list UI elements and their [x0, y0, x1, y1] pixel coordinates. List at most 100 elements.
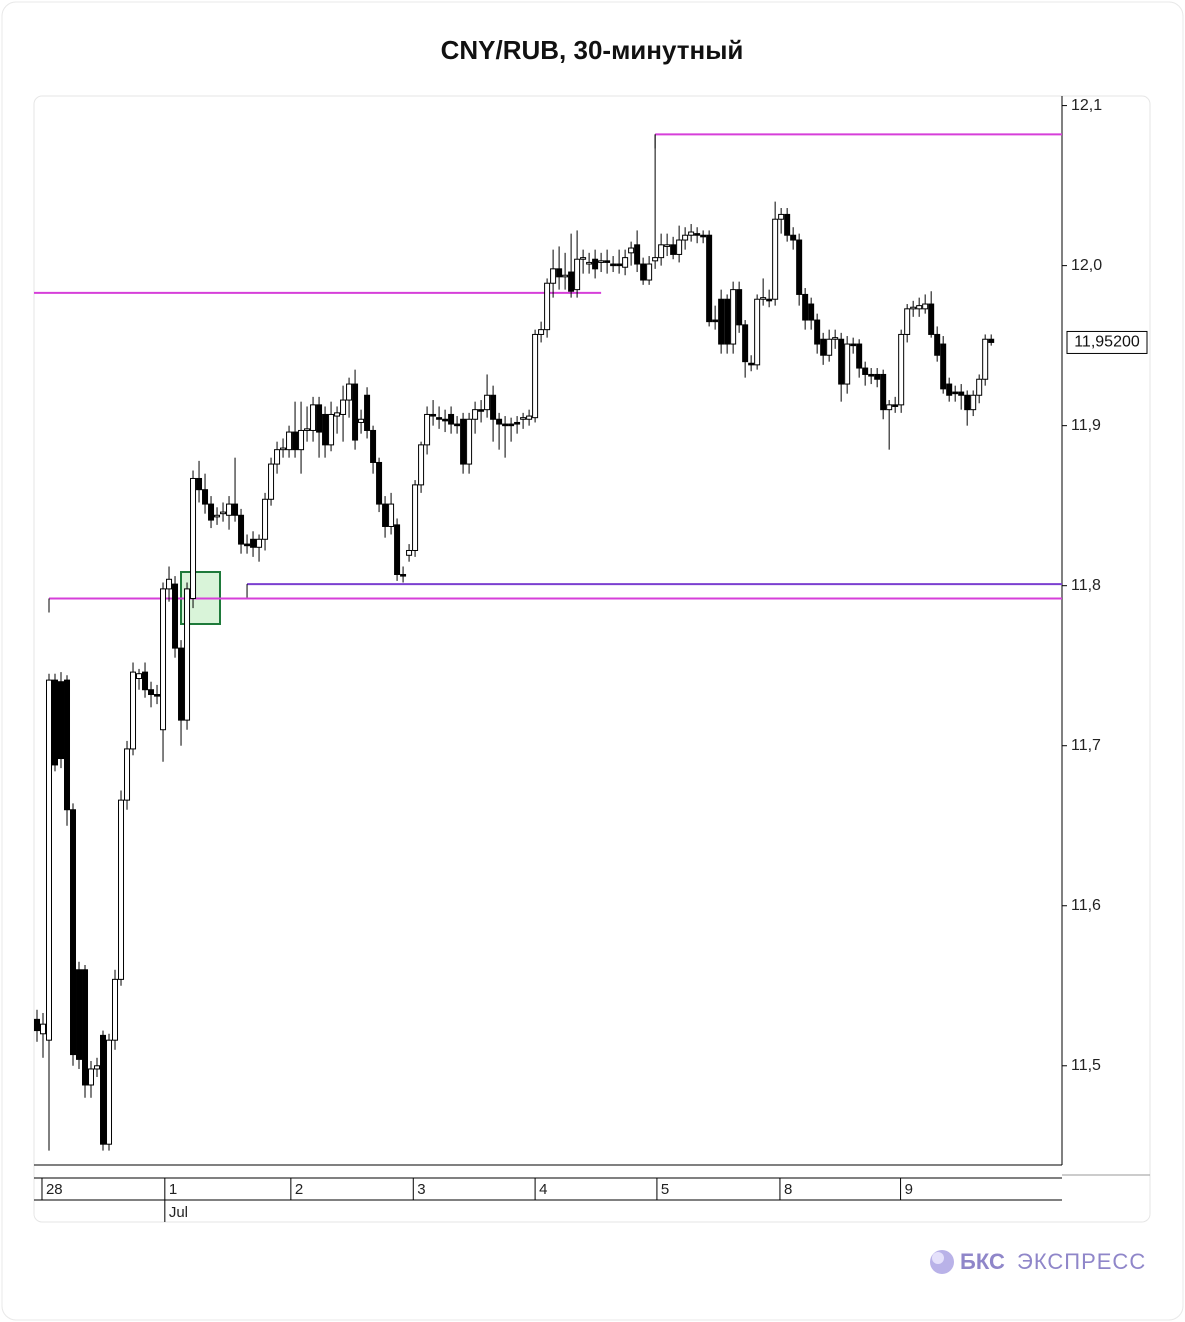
candle-body [892, 404, 899, 407]
candle-body [946, 383, 953, 396]
candle-body [400, 573, 407, 577]
candle-body [274, 449, 281, 465]
candle-body [622, 257, 629, 268]
candle-body [832, 337, 839, 340]
x-tick-label: 9 [905, 1181, 913, 1198]
y-tick-label: 11,6 [1071, 897, 1101, 914]
candle-body [766, 298, 773, 302]
candle-body [316, 404, 323, 433]
candle-body [232, 503, 239, 516]
candle-body [76, 969, 83, 1060]
candle-body [100, 1034, 107, 1145]
candle-body [472, 409, 479, 420]
candle-body [958, 391, 965, 396]
brand: БКС ЭКСПРЕСС [930, 1249, 1145, 1274]
candle-body [922, 303, 929, 310]
candle-body [898, 333, 905, 406]
candle-body [970, 394, 977, 411]
candle-body [964, 394, 971, 411]
candle-body [586, 261, 593, 265]
candle-body [712, 319, 719, 323]
candle-body [412, 484, 419, 551]
y-tick-label: 11,7 [1071, 737, 1101, 754]
candle-body [322, 413, 329, 446]
candle-body [226, 503, 233, 516]
candle-body [550, 268, 557, 284]
x-tick-label: 3 [417, 1181, 425, 1198]
candle-body [730, 289, 737, 345]
candle-body [598, 260, 605, 263]
candle-body [718, 298, 725, 345]
candle-body [58, 681, 65, 760]
candle-body [538, 329, 545, 335]
candle-body [760, 297, 767, 300]
candle-body [406, 549, 413, 556]
candle-body [148, 689, 155, 696]
candle-body [880, 373, 887, 411]
candle-body [790, 234, 797, 241]
candle-body [94, 1065, 101, 1070]
candle-body [820, 338, 827, 356]
x-tick-label: 28 [46, 1181, 63, 1198]
candle-body [184, 588, 191, 721]
chart-title: CNY/RUB, 30-минутный [441, 35, 744, 65]
candle-body [130, 671, 137, 750]
chart-card [33, 95, 1151, 1223]
candle-body [724, 298, 731, 345]
candle-body [844, 343, 851, 385]
candle-body [352, 383, 359, 441]
candle-body [544, 282, 551, 331]
candle-body [604, 260, 611, 263]
brand-bold: БКС [960, 1249, 1005, 1274]
y-tick-label: 11,5 [1071, 1057, 1101, 1074]
candle-body [154, 694, 161, 697]
y-tick-label: 11,8 [1071, 577, 1101, 594]
candle-body [694, 233, 701, 236]
candle-body [940, 343, 947, 390]
candle-body [808, 303, 815, 321]
candle-body [340, 399, 347, 415]
candle-body [520, 417, 527, 420]
candle-body [286, 431, 293, 451]
candle-body [64, 679, 71, 811]
plot [34, 133, 1062, 1151]
candle-body [214, 514, 221, 518]
candle-body [424, 413, 431, 446]
candle-body [262, 498, 269, 540]
candle-body [688, 231, 695, 236]
candle-body [298, 429, 305, 451]
candle-body [478, 409, 485, 412]
candle-body [664, 244, 671, 247]
candle-body [568, 271, 575, 292]
candle-body [826, 338, 833, 356]
candle-body [784, 213, 791, 236]
candle-body [496, 418, 503, 425]
candle-body [736, 289, 743, 326]
y-tick-label: 12,0 [1071, 257, 1102, 274]
candle-body [838, 338, 845, 385]
candle-body [442, 418, 449, 422]
candle-body [952, 391, 959, 395]
candle-body [172, 583, 179, 649]
candle-body [310, 404, 317, 431]
candle-body [238, 514, 245, 545]
candle-body [856, 343, 863, 369]
candle-body [616, 263, 623, 267]
candle-body [988, 338, 995, 343]
candle-body [34, 1018, 41, 1032]
candle-body [580, 257, 587, 260]
candle-body [40, 1023, 47, 1035]
candle-body [700, 234, 707, 238]
candle-body [52, 679, 59, 766]
candle-body [514, 421, 521, 425]
candle-body [292, 431, 299, 451]
candle-body [772, 218, 779, 300]
candle-body [682, 234, 689, 241]
candle-body [610, 263, 617, 267]
candle-body [202, 489, 209, 505]
candle-body [334, 412, 341, 417]
candle-body [646, 263, 653, 281]
candle-body [208, 503, 215, 521]
